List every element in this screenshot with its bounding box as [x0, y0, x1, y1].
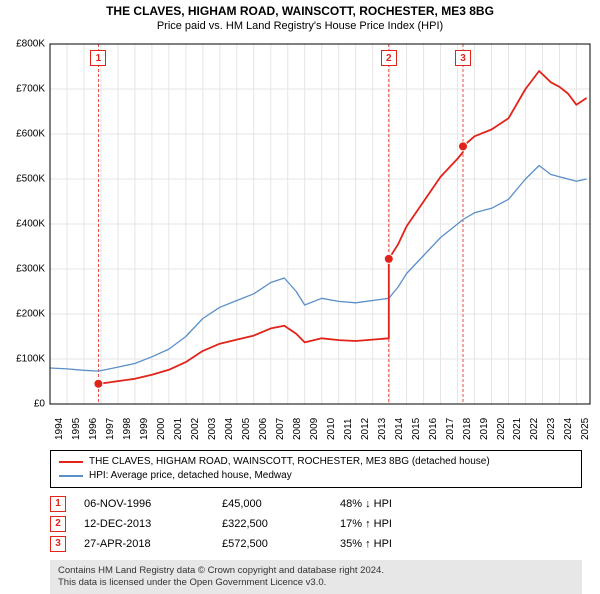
x-axis-tick-label: 2009	[309, 418, 320, 440]
x-axis-tick-label: 2008	[292, 418, 303, 440]
chart-subtitle: Price paid vs. HM Land Registry's House …	[0, 18, 600, 34]
legend-swatch-hpi	[59, 475, 83, 477]
license-line: Contains HM Land Registry data © Crown c…	[58, 565, 574, 577]
y-axis-tick-label: £100K	[16, 354, 45, 365]
license-box: Contains HM Land Registry data © Crown c…	[50, 560, 582, 594]
sale-price: £572,500	[222, 534, 322, 554]
sales-table: 1 06-NOV-1996 £45,000 48% ↓ HPI 2 12-DEC…	[50, 494, 582, 554]
x-axis-tick-label: 2007	[275, 418, 286, 440]
legend-label-hpi: HPI: Average price, detached house, Medw…	[89, 469, 292, 483]
sale-price: £45,000	[222, 494, 322, 514]
chart-area: £0 £100K £200K £300K £400K £500K £600K £700K £80…	[0, 34, 600, 444]
chart-marker-badge: 1	[90, 50, 106, 66]
x-axis-tick-label: 2000	[156, 418, 167, 440]
x-axis-tick-label: 2005	[241, 418, 252, 440]
x-axis-tick-label: 2003	[207, 418, 218, 440]
x-axis-tick-label: 1999	[139, 418, 150, 440]
y-axis-tick-label: £600K	[16, 129, 45, 140]
x-axis-tick-label: 2018	[462, 418, 473, 440]
x-axis-tick-label: 2015	[411, 418, 422, 440]
chart-svg	[0, 34, 600, 444]
legend: THE CLAVES, HIGHAM ROAD, WAINSCOTT, ROCH…	[50, 450, 582, 488]
x-axis-tick-label: 2025	[580, 418, 591, 440]
sale-date: 12-DEC-2013	[84, 514, 204, 534]
y-axis-tick-label: £700K	[16, 84, 45, 95]
sale-badge: 2	[50, 516, 66, 532]
x-axis-tick-label: 2004	[224, 418, 235, 440]
chart-marker-badge: 2	[381, 50, 397, 66]
sale-date: 06-NOV-1996	[84, 494, 204, 514]
x-axis-tick-label: 2023	[546, 418, 557, 440]
legend-row-hpi: HPI: Average price, detached house, Medw…	[59, 469, 573, 483]
x-axis-tick-label: 1995	[71, 418, 82, 440]
x-axis-tick-label: 2014	[394, 418, 405, 440]
x-axis-tick-label: 2021	[512, 418, 523, 440]
sale-badge: 3	[50, 536, 66, 552]
x-axis-tick-label: 2022	[529, 418, 540, 440]
sale-row: 1 06-NOV-1996 £45,000 48% ↓ HPI	[50, 494, 582, 514]
sale-delta: 17% ↑ HPI	[340, 514, 392, 534]
x-axis-tick-label: 2002	[190, 418, 201, 440]
y-axis-tick-label: £400K	[16, 219, 45, 230]
x-axis-tick-label: 2017	[445, 418, 456, 440]
x-axis-tick-label: 2020	[496, 418, 507, 440]
x-axis-tick-label: 1996	[88, 418, 99, 440]
y-axis-tick-label: £300K	[16, 264, 45, 275]
x-axis-tick-label: 2013	[377, 418, 388, 440]
y-axis-tick-label: £500K	[16, 174, 45, 185]
legend-row-price-paid: THE CLAVES, HIGHAM ROAD, WAINSCOTT, ROCH…	[59, 455, 573, 469]
legend-swatch-price-paid	[59, 461, 83, 463]
x-axis-tick-label: 2010	[326, 418, 337, 440]
sale-date: 27-APR-2018	[84, 534, 204, 554]
x-axis-tick-label: 2012	[360, 418, 371, 440]
x-axis-tick-label: 2024	[563, 418, 574, 440]
x-axis-tick-label: 2016	[428, 418, 439, 440]
sale-delta: 35% ↑ HPI	[340, 534, 392, 554]
sale-row: 3 27-APR-2018 £572,500 35% ↑ HPI	[50, 534, 582, 554]
x-axis-tick-label: 2019	[479, 418, 490, 440]
legend-label-price-paid: THE CLAVES, HIGHAM ROAD, WAINSCOTT, ROCH…	[89, 455, 490, 469]
chart-marker-badge: 3	[455, 50, 471, 66]
y-axis-tick-label: £800K	[16, 39, 45, 50]
x-axis-tick-label: 2011	[343, 418, 354, 440]
sale-row: 2 12-DEC-2013 £322,500 17% ↑ HPI	[50, 514, 582, 534]
y-axis-tick-label: £200K	[16, 309, 45, 320]
x-axis-tick-label: 2006	[258, 418, 269, 440]
y-axis-tick-label: £0	[34, 399, 45, 410]
x-axis-tick-label: 1998	[122, 418, 133, 440]
chart-container: THE CLAVES, HIGHAM ROAD, WAINSCOTT, ROCH…	[0, 0, 600, 590]
x-axis-tick-label: 1997	[105, 418, 116, 440]
chart-title: THE CLAVES, HIGHAM ROAD, WAINSCOTT, ROCH…	[0, 0, 600, 18]
sale-delta: 48% ↓ HPI	[340, 494, 392, 514]
license-line: This data is licensed under the Open Gov…	[58, 577, 574, 589]
x-axis-tick-label: 2001	[173, 418, 184, 440]
x-axis-tick-label: 1994	[54, 418, 65, 440]
sale-price: £322,500	[222, 514, 322, 534]
sale-badge: 1	[50, 496, 66, 512]
